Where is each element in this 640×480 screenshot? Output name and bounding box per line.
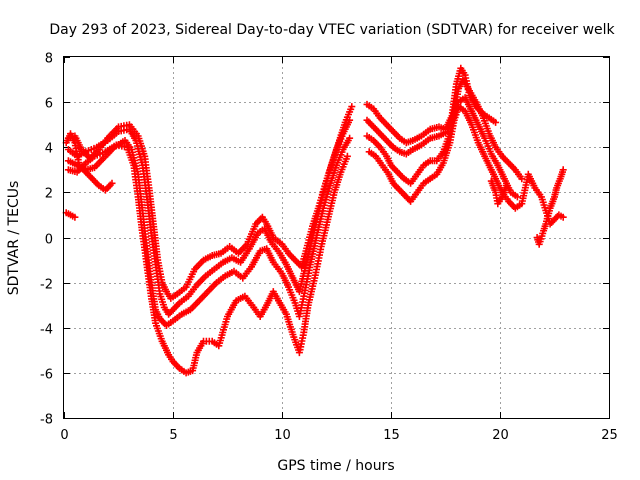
x-tick-label: 0: [60, 428, 68, 443]
x-tick-label: 15: [383, 428, 400, 443]
data-point: [348, 103, 356, 111]
data-point: [518, 175, 526, 183]
x-axis-label: GPS time / hours: [277, 458, 394, 474]
y-axis-label: SDTVAR / TECUs: [6, 181, 22, 296]
y-tick-label: 0: [45, 233, 53, 248]
chart-title: Day 293 of 2023, Sidereal Day-to-day VTE…: [49, 22, 615, 38]
y-tick-label: 8: [45, 52, 53, 67]
y-tick-label: -8: [40, 413, 53, 428]
y-tick-label: 2: [45, 187, 53, 202]
data-point: [492, 118, 500, 126]
y-tick-label: -6: [40, 368, 53, 383]
data-point: [346, 134, 354, 142]
data-point: [108, 179, 116, 187]
series-track-d: [64, 141, 351, 377]
data-points: [62, 64, 567, 377]
x-tick-label: 20: [492, 428, 509, 443]
data-point: [559, 213, 567, 221]
axis-ticks: 0 5 10 15 20 25 -8 -6 -4 -2 0 2 4 6 8: [40, 52, 618, 444]
x-tick-label: 10: [274, 428, 291, 443]
series-track-b: [64, 116, 354, 318]
y-tick-label: -4: [40, 323, 53, 338]
data-point: [503, 182, 510, 190]
series-track-k: [487, 177, 510, 208]
x-tick-label: 25: [601, 428, 618, 443]
series-track-j: [365, 103, 567, 228]
data-point: [343, 152, 351, 160]
y-tick-label: 4: [45, 142, 53, 157]
series-track-h: [363, 76, 526, 183]
y-tick-label: 6: [45, 97, 53, 112]
plot-frame: [63, 56, 610, 419]
series-track-l: [533, 166, 567, 248]
data-point: [559, 166, 567, 174]
y-tick-label: -2: [40, 278, 53, 293]
data-point: [513, 193, 521, 201]
x-tick-label: 5: [169, 428, 177, 443]
data-point: [71, 213, 79, 221]
data-point: [346, 116, 354, 124]
series-track-f: [62, 209, 79, 221]
series-track-e: [62, 130, 116, 194]
